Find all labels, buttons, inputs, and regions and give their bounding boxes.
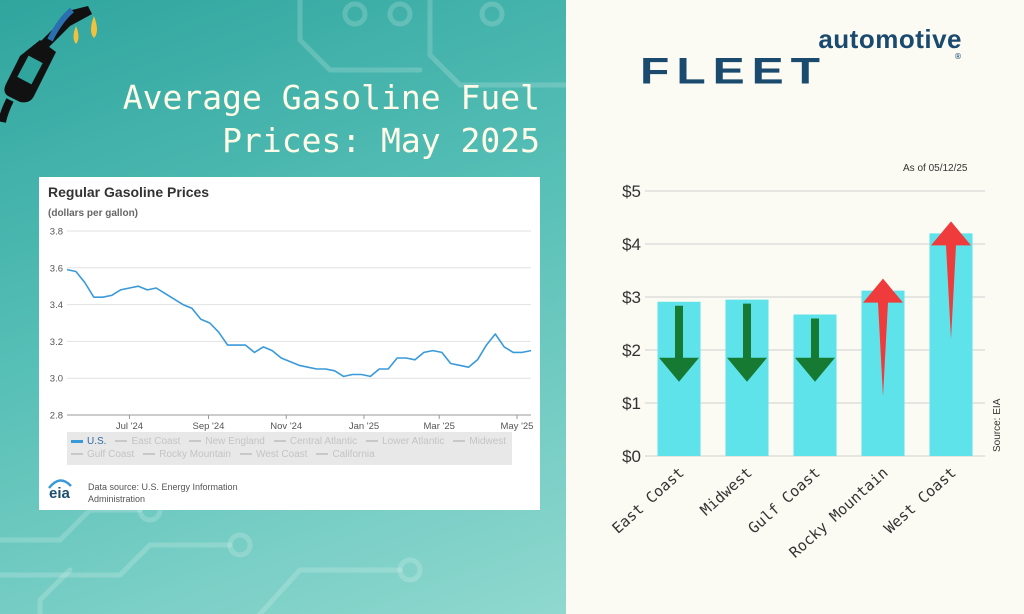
as-of-date: As of 05/12/25: [903, 163, 968, 174]
eia-legend-swatch: [71, 453, 83, 456]
bar-y-tick-label: $3: [622, 288, 641, 307]
eia-chart-card: Regular Gasoline Prices (dollars per gal…: [39, 177, 540, 510]
eia-legend-item[interactable]: California: [316, 449, 375, 460]
title-line-2: Prices: May 2025: [222, 121, 540, 160]
eia-legend-item[interactable]: Rocky Mountain: [143, 449, 231, 460]
down-arrow-icon: [659, 305, 699, 382]
circuit-decoration: [0, 0, 566, 614]
eia-legend-label: Midwest: [469, 436, 507, 447]
eia-source: Data source: U.S. Energy Information Adm…: [88, 481, 238, 505]
eia-x-tick-label: Mar '25: [424, 421, 455, 432]
bar-category-label: West Coast: [881, 464, 960, 538]
eia-legend-label: Lower Atlantic: [382, 436, 445, 447]
eia-x-tick-label: Nov '24: [270, 421, 302, 432]
left-panel: Average Gasoline Fuel Prices: May 2025 R…: [0, 0, 566, 614]
eia-legend-swatch: [71, 439, 83, 443]
eia-legend-swatch: [316, 453, 329, 456]
eia-logo: eia: [49, 485, 70, 502]
eia-legend-row: U.S. East Coast New England Central Atlanti…: [71, 436, 515, 447]
title-line-1: Average Gasoline Fuel: [122, 78, 540, 117]
eia-legend-item[interactable]: Midwest: [453, 436, 506, 447]
bar-y-tick-label: $4: [622, 235, 641, 254]
eia-legend-item[interactable]: West Coast: [239, 449, 308, 460]
automotive-fleet-logo: automotive FLEET ®: [640, 24, 962, 104]
eia-legend-item[interactable]: Gulf Coast: [71, 449, 134, 460]
eia-legend-label: Gulf Coast: [87, 449, 135, 460]
page-title: Average Gasoline Fuel Prices: May 2025: [60, 76, 540, 162]
eia-y-tick-label: 3.4: [50, 300, 63, 311]
brand-main-text: FLEET: [640, 50, 827, 93]
eia-chart-title: Regular Gasoline Prices: [48, 184, 210, 200]
eia-legend-swatch: [143, 453, 156, 456]
eia-x-tick-label: May '25: [500, 421, 533, 432]
eia-chart-units: (dollars per gallon): [48, 208, 139, 219]
eia-legend-label: California: [332, 449, 375, 460]
up-arrow-icon: [863, 278, 903, 397]
bar-category-label: East Coast: [609, 464, 688, 538]
source-label: Source: EIA: [992, 398, 1003, 452]
eia-legend-swatch: [239, 453, 252, 456]
eia-legend-item[interactable]: Lower Atlantic: [366, 436, 444, 447]
bar-category-label: Midwest: [697, 464, 756, 520]
eia-y-tick-label: 3.0: [50, 374, 63, 385]
brand-top-text: automotive: [818, 24, 962, 54]
eia-legend-label: Rocky Mountain: [159, 449, 231, 460]
up-arrow-icon: [931, 221, 971, 340]
eia-legend-swatch: [453, 440, 466, 443]
bar-y-tick-label: $5: [622, 182, 641, 201]
eia-logo-arc-icon: [48, 479, 72, 489]
eia-y-tick-label: 3.8: [50, 227, 63, 238]
eia-x-tick-label: Sep '24: [193, 421, 225, 432]
eia-legend-swatch: [115, 440, 128, 443]
eia-legend-label: Central Atlantic: [289, 436, 358, 447]
eia-legend-item[interactable]: U.S.: [71, 436, 106, 447]
eia-legend: U.S. East Coast New England Central Atlanti…: [67, 432, 512, 465]
eia-legend-item[interactable]: Central Atlantic: [273, 436, 358, 447]
bar-y-tick-label: $0: [622, 447, 641, 466]
brand-registered-mark: ®: [954, 52, 962, 61]
eia-legend-swatch: [366, 440, 379, 443]
eia-us-price-line: [66, 268, 532, 378]
down-arrow-icon: [795, 318, 835, 382]
bar-y-tick-label: $2: [622, 341, 641, 360]
bar-y-tick-label: $1: [622, 394, 641, 413]
eia-y-tick-label: 3.6: [50, 263, 63, 274]
eia-y-tick-label: 2.8: [50, 411, 63, 422]
eia-legend-label: New England: [205, 436, 265, 447]
eia-line-chart: 2.8 3.0 3.2 3.4 3.6 3.8 Jul '24 Sep '24 Nov '24 J…: [50, 227, 534, 433]
eia-legend-label: West Coast: [255, 449, 308, 460]
eia-y-tick-label: 3.2: [50, 337, 63, 348]
eia-x-tick-label: Jul '24: [116, 421, 143, 432]
eia-legend-item[interactable]: New England: [189, 436, 265, 447]
eia-legend-label: East Coast: [131, 436, 181, 447]
eia-legend-row: Gulf Coast Rocky Mountain West Coast Califo…: [71, 449, 384, 460]
eia-legend-item[interactable]: East Coast: [115, 436, 180, 447]
down-arrow-icon: [727, 303, 767, 382]
eia-source-line-1: Data source: U.S. Energy Information: [88, 482, 238, 492]
eia-legend-label: U.S.: [87, 436, 107, 447]
eia-legend-swatch: [189, 440, 202, 443]
eia-x-tick-label: Jan '25: [349, 421, 379, 432]
fuel-nozzle-icon: [0, 6, 97, 123]
eia-legend-swatch: [273, 440, 286, 443]
eia-source-line-2: Administration: [88, 494, 146, 504]
